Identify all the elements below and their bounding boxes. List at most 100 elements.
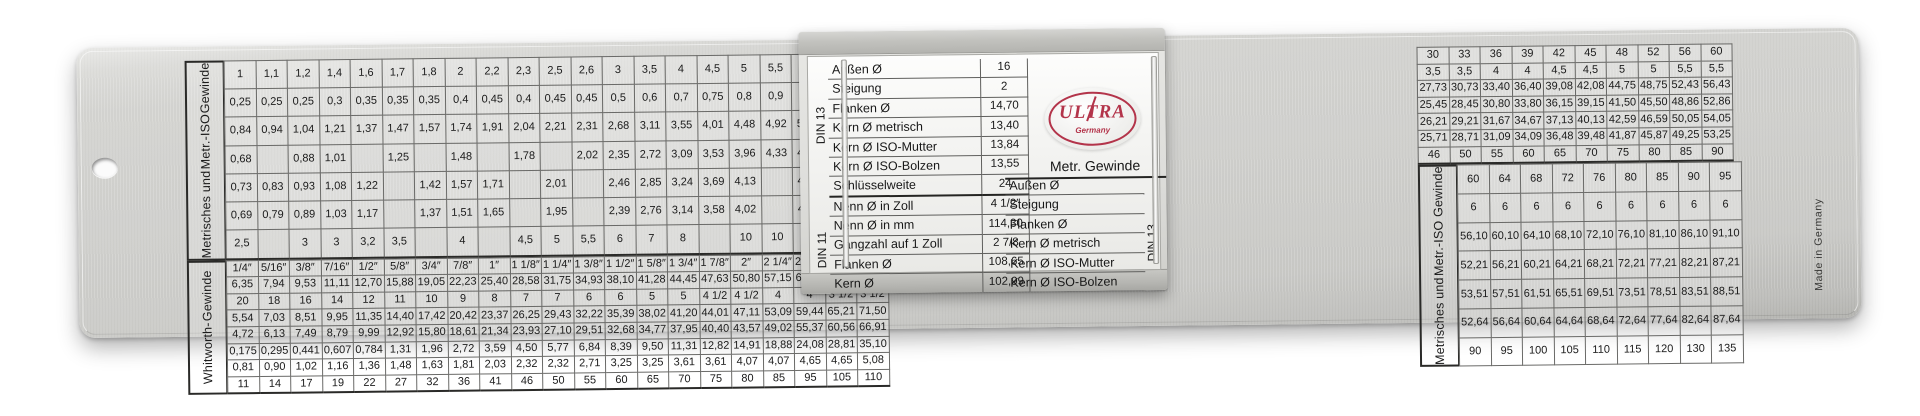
table-cell: 0,25 bbox=[287, 88, 320, 117]
logo-brand-text: ULTRA bbox=[1058, 101, 1127, 124]
table-cell-empty bbox=[571, 169, 604, 198]
table-cell: 68,64 bbox=[1584, 307, 1617, 337]
table-cell: 19,05 bbox=[415, 274, 448, 292]
table-cell: 2,31 bbox=[571, 112, 604, 142]
din-row-label: Kern Ø bbox=[830, 272, 983, 294]
table-cell: 6 bbox=[1520, 192, 1553, 222]
table-cell-empty bbox=[509, 198, 541, 227]
table-cell: 3,14 bbox=[666, 196, 699, 225]
table-cell: 72,64 bbox=[1616, 306, 1649, 336]
table-cell: 40,40 bbox=[699, 321, 732, 339]
table-cell: 3,25 bbox=[636, 355, 669, 373]
table-cell: 60 bbox=[1457, 164, 1490, 194]
slider-clamp-top bbox=[798, 27, 1165, 56]
din-row-value: 2 bbox=[980, 77, 1028, 98]
cursor-slider[interactable]: DIN 13 DIN 11 Außen Ø 16 Steigung 2 Flanken … bbox=[798, 27, 1168, 295]
table-cell: 1,04 bbox=[287, 116, 320, 145]
table-cell: 105 bbox=[826, 369, 858, 387]
table-cell: 0,93 bbox=[288, 172, 321, 202]
table-cell: 3,5 bbox=[1417, 63, 1449, 81]
made-in-label: Made in Germany bbox=[1812, 198, 1826, 291]
table-cell: 3/4″ bbox=[415, 258, 448, 275]
table-cell: 90 bbox=[1701, 143, 1734, 161]
table-cell-empty bbox=[414, 142, 446, 172]
table-cell: 1/2″ bbox=[352, 258, 385, 276]
right-labels-group: Außen Ø Steigung Flanken Ø Kern Ø metrisch K… bbox=[1005, 175, 1161, 295]
metric-labels-table: Außen Ø Steigung Flanken Ø Kern Ø metrisch K… bbox=[1005, 175, 1146, 295]
din-row: Flanken Ø 14,70 bbox=[828, 96, 1028, 119]
table-cell: 0,441 bbox=[290, 342, 322, 360]
table-cell-empty bbox=[256, 144, 289, 174]
table-cell: 2,5 bbox=[539, 57, 571, 86]
table-cell: 120 bbox=[1648, 335, 1681, 365]
table-cell: 20,42 bbox=[447, 307, 480, 325]
table-cell: 40,13 bbox=[1575, 111, 1607, 129]
table-cell: 25,71 bbox=[1417, 130, 1450, 147]
table-cell: 6 bbox=[573, 289, 605, 307]
table-cell: 1,48 bbox=[445, 142, 478, 172]
table-cell: 2,32 bbox=[510, 356, 543, 374]
table-cell: 34,09 bbox=[1512, 128, 1545, 146]
table-cell: 0,9 bbox=[759, 82, 792, 112]
table-cell: 110 bbox=[857, 369, 890, 387]
table-cell: 5 bbox=[636, 288, 668, 306]
din-row-label: Flanken Ø bbox=[828, 97, 981, 119]
table-cell: 5,5 bbox=[1700, 60, 1733, 78]
table-cell: 0,88 bbox=[288, 144, 320, 173]
table-cell: 35,10 bbox=[857, 335, 889, 353]
right-label-line2: Metr.-ISO Gewinde bbox=[1430, 166, 1447, 277]
table-cell: 0,45 bbox=[539, 85, 572, 114]
table-cell: 2,3 bbox=[507, 57, 540, 86]
table-cell: 28,45 bbox=[1449, 96, 1481, 114]
table-cell: 3,53 bbox=[697, 139, 730, 169]
table-cell: 1,74 bbox=[445, 114, 478, 143]
table-cell: 5,5 bbox=[572, 225, 605, 256]
table-cell: 72,21 bbox=[1615, 249, 1648, 279]
table-cell: 30 bbox=[1416, 47, 1449, 65]
table-cell: 14,40 bbox=[384, 308, 417, 326]
table-cell: 3,5 bbox=[1448, 63, 1481, 81]
table-cell: 5,77 bbox=[542, 339, 574, 357]
table-cell: 56,10 bbox=[1457, 222, 1490, 252]
right-metric-row-label: Metrisches und Metr.-ISO Gewinde bbox=[1417, 164, 1460, 368]
table-cell: 60,56 bbox=[825, 319, 858, 337]
table-cell: 60 bbox=[605, 372, 638, 390]
table-cell: 9,53 bbox=[289, 276, 322, 293]
table-cell: 5 bbox=[667, 288, 700, 306]
table-cell: 1,91 bbox=[476, 114, 509, 143]
table-cell: 21,34 bbox=[479, 323, 511, 341]
table-cell: 1,57 bbox=[445, 170, 478, 200]
table-cell: 56,21 bbox=[1489, 250, 1522, 280]
table-cell: 26,21 bbox=[1417, 113, 1450, 131]
table-cell: 15,88 bbox=[384, 274, 416, 292]
table-cell: 3,5 bbox=[383, 227, 416, 258]
table-cell: 87,64 bbox=[1710, 305, 1743, 335]
din-row-value: 13,84 bbox=[981, 135, 1029, 156]
table-cell: 85 bbox=[1670, 143, 1702, 162]
table-cell: 14 bbox=[259, 375, 291, 394]
table-cell: 44,75 bbox=[1606, 78, 1639, 96]
table-cell: 28,81 bbox=[825, 336, 858, 354]
table-cell: 2 bbox=[444, 58, 477, 87]
metric-label-cell: Kern Ø ISO-Bolzen bbox=[1006, 271, 1146, 293]
din-row: Kern Ø metrisch 13,40 bbox=[828, 116, 1029, 138]
table-cell: 7 bbox=[635, 224, 668, 255]
table-cell: 31,67 bbox=[1480, 112, 1513, 130]
table-cell: 54,05 bbox=[1701, 110, 1733, 128]
table-cell: 30,80 bbox=[1480, 96, 1513, 114]
table-cell: 0,175 bbox=[227, 343, 259, 361]
table-cell: 5 bbox=[1606, 61, 1638, 79]
table-cell: 1,8 bbox=[413, 58, 445, 87]
table-cell: 2,01 bbox=[540, 169, 573, 199]
table-cell: 50,80 bbox=[730, 271, 763, 288]
metric-label-cell: Steigung bbox=[1005, 194, 1145, 216]
metric-iso-table: 1 1,1 1,2 1,4 1,6 1,7 1,8 2 2,2 2,3 2,5 2,6 3 3,5 4 4,5… bbox=[224, 53, 889, 260]
whitworth-section: Whitworth- Gewinde 1/4″ 5/16″ 3/8″ 7/16″ 1/2… bbox=[186, 253, 890, 396]
table-cell: 1,01 bbox=[319, 144, 352, 173]
table-cell: 2″ bbox=[730, 254, 762, 272]
table-cell: 5 bbox=[728, 54, 760, 84]
table-cell: 45,87 bbox=[1638, 127, 1671, 145]
table-cell: 4 bbox=[762, 287, 794, 305]
metric-iso-section: Metrisches und Metr.-ISO Gewinde 1 1,1 1,2… bbox=[184, 53, 889, 261]
table-cell: 88,51 bbox=[1710, 276, 1743, 306]
